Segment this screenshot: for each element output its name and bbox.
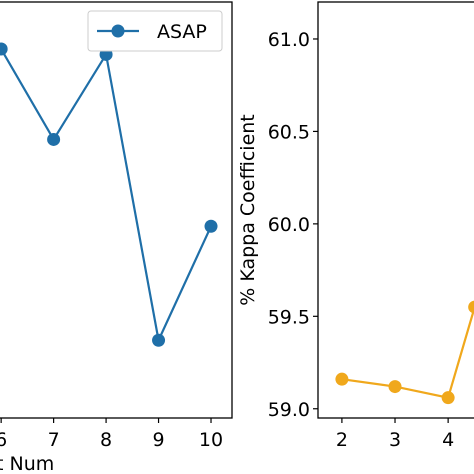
left-data-point xyxy=(0,42,8,56)
left-x-tick-label: 10 xyxy=(199,429,223,451)
right-x-tick-label: 3 xyxy=(389,429,401,451)
left-plot-frame xyxy=(0,1,233,419)
right-data-point xyxy=(335,372,349,386)
left-data-point xyxy=(47,132,61,146)
right-chart-panel: 59.0 59.5 60.0 60.5 61.0 2 3 4 % Kappa Coefficie… xyxy=(237,1,474,451)
right-data-point xyxy=(468,300,474,314)
right-y-axis-label: % Kappa Coefficient xyxy=(237,114,259,306)
left-data-point xyxy=(204,219,218,233)
right-y-tick-label: 60.5 xyxy=(268,121,310,143)
legend-label: ASAP xyxy=(157,21,207,43)
right-x-tick-label: 2 xyxy=(336,429,348,451)
left-x-tick-label: 8 xyxy=(100,429,112,451)
left-x-tick-label: 7 xyxy=(48,429,60,451)
right-series-line xyxy=(341,306,474,399)
right-y-tick-label: 59.5 xyxy=(268,306,310,328)
right-data-point xyxy=(388,380,402,394)
left-chart-panel: 6 7 8 9 10 t Num ASAP xyxy=(0,1,233,474)
legend-box xyxy=(87,10,223,52)
right-y-tick-label: 59.0 xyxy=(268,399,310,421)
left-x-axis-label: t Num xyxy=(0,453,54,474)
left-legend: ASAP xyxy=(87,10,223,52)
legend-marker xyxy=(111,24,125,38)
right-plot-frame xyxy=(317,1,474,419)
right-x-tick-label: 4 xyxy=(442,429,454,451)
right-y-tick-label: 61.0 xyxy=(268,29,310,51)
left-data-point xyxy=(152,333,166,347)
right-data-point xyxy=(441,391,455,405)
left-x-tick-label: 6 xyxy=(0,429,7,451)
left-series-line xyxy=(0,48,213,344)
left-x-tick-label: 9 xyxy=(153,429,165,451)
right-y-tick-label: 60.0 xyxy=(268,214,310,236)
